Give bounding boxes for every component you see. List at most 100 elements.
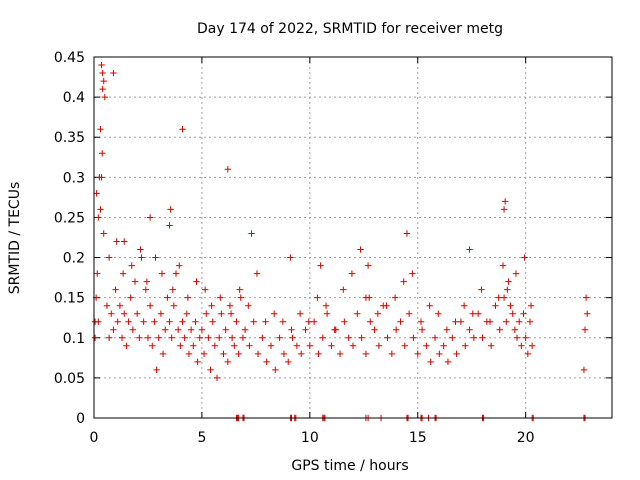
data-point bbox=[470, 334, 478, 341]
y-tick-label: 0.15 bbox=[54, 291, 85, 307]
data-point bbox=[201, 286, 209, 293]
data-point bbox=[98, 61, 105, 69]
data-point bbox=[121, 310, 128, 317]
data-point bbox=[505, 278, 512, 285]
data-point bbox=[503, 318, 510, 325]
data-point bbox=[138, 254, 145, 261]
data-point bbox=[193, 278, 200, 285]
data-point bbox=[375, 342, 383, 349]
data-point bbox=[426, 302, 433, 309]
y-axis-label: SRMTID / TECUs bbox=[7, 182, 23, 295]
data-point bbox=[302, 326, 309, 333]
data-point bbox=[254, 350, 262, 358]
data-point bbox=[110, 326, 117, 333]
data-point bbox=[528, 342, 536, 349]
data-point bbox=[205, 334, 212, 341]
data-point bbox=[453, 350, 460, 358]
data-point bbox=[194, 358, 201, 366]
data-point bbox=[95, 214, 102, 221]
data-point bbox=[183, 310, 191, 317]
data-point bbox=[440, 342, 447, 349]
data-point bbox=[166, 318, 173, 325]
data-point bbox=[100, 230, 107, 237]
y-tick-label: 0.3 bbox=[63, 170, 85, 186]
data-point bbox=[127, 294, 134, 301]
data-point bbox=[149, 342, 156, 349]
y-tick-label: 0.05 bbox=[54, 371, 85, 387]
data-point bbox=[305, 318, 312, 325]
y-tick-label: 0.1 bbox=[63, 331, 85, 347]
data-point bbox=[509, 310, 516, 317]
data-point bbox=[158, 270, 166, 277]
data-point bbox=[403, 230, 411, 237]
data-point bbox=[131, 278, 139, 285]
data-point bbox=[466, 246, 473, 253]
data-point bbox=[231, 342, 238, 349]
data-point bbox=[310, 318, 318, 325]
data-point bbox=[190, 342, 197, 349]
data-point bbox=[166, 222, 173, 229]
data-point bbox=[153, 366, 160, 374]
y-tick-label: 0.25 bbox=[54, 210, 85, 226]
chart-title: Day 174 of 2022, SRMTID for receiver met… bbox=[197, 21, 503, 37]
data-point bbox=[414, 350, 421, 358]
data-point bbox=[164, 294, 171, 301]
x-tick-label: 10 bbox=[301, 430, 319, 446]
data-point bbox=[364, 262, 372, 269]
data-point bbox=[105, 254, 113, 261]
data-point bbox=[279, 318, 287, 325]
data-point bbox=[314, 294, 321, 301]
data-point bbox=[91, 334, 99, 341]
data-point bbox=[143, 278, 151, 285]
data-point bbox=[103, 302, 111, 309]
data-point bbox=[500, 294, 508, 301]
data-point bbox=[98, 174, 105, 181]
data-point bbox=[203, 310, 210, 317]
data-point bbox=[293, 342, 301, 349]
data-point bbox=[108, 310, 115, 317]
data-point bbox=[340, 286, 347, 293]
data-point bbox=[391, 294, 399, 301]
data-point bbox=[524, 350, 532, 358]
data-point bbox=[276, 334, 283, 341]
data-point bbox=[215, 334, 223, 341]
data-point bbox=[259, 334, 266, 341]
data-point bbox=[436, 350, 443, 358]
data-point bbox=[582, 294, 590, 301]
data-point bbox=[207, 366, 214, 374]
data-point bbox=[521, 254, 528, 261]
data-point bbox=[151, 318, 158, 325]
data-point bbox=[100, 77, 107, 85]
data-point bbox=[487, 342, 495, 349]
data-point bbox=[374, 310, 382, 317]
data-point bbox=[317, 262, 324, 269]
data-point bbox=[168, 334, 175, 341]
data-point bbox=[116, 302, 124, 309]
data-point bbox=[341, 318, 348, 325]
data-point bbox=[495, 294, 502, 301]
data-point bbox=[224, 166, 232, 173]
data-point bbox=[328, 342, 335, 349]
data-point bbox=[170, 302, 178, 309]
data-point bbox=[267, 342, 275, 349]
data-point bbox=[466, 326, 473, 333]
data-point bbox=[460, 302, 468, 309]
data-point bbox=[226, 302, 234, 309]
data-point bbox=[113, 238, 120, 245]
data-point bbox=[196, 334, 203, 341]
data-point bbox=[371, 326, 378, 333]
data-point bbox=[322, 302, 330, 309]
data-point bbox=[99, 150, 106, 157]
data-point bbox=[237, 294, 244, 301]
data-point bbox=[152, 254, 159, 261]
data-point bbox=[97, 206, 104, 213]
data-point bbox=[129, 326, 137, 333]
data-point bbox=[581, 326, 589, 333]
data-point bbox=[133, 310, 141, 317]
data-point bbox=[245, 302, 252, 309]
data-point bbox=[357, 246, 364, 253]
data-point bbox=[211, 342, 219, 349]
data-point bbox=[427, 358, 434, 366]
data-point bbox=[121, 238, 128, 245]
data-point bbox=[185, 350, 193, 358]
